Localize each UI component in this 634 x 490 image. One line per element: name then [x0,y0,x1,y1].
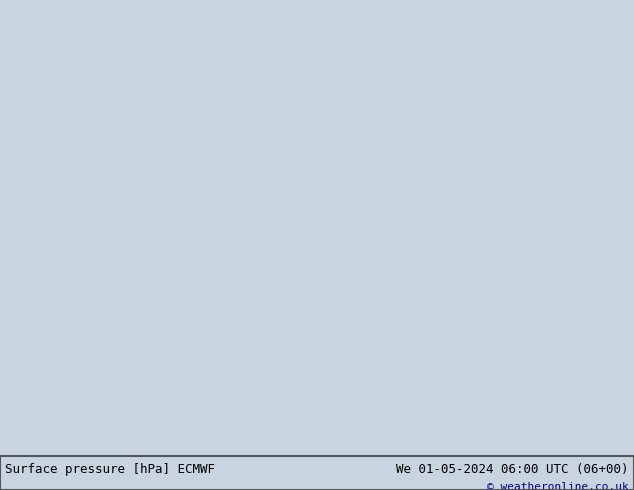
Text: Surface pressure [hPa] ECMWF: Surface pressure [hPa] ECMWF [5,463,215,476]
Text: We 01-05-2024 06:00 UTC (06+00): We 01-05-2024 06:00 UTC (06+00) [396,463,629,476]
Text: © weatheronline.co.uk: © weatheronline.co.uk [487,482,629,490]
